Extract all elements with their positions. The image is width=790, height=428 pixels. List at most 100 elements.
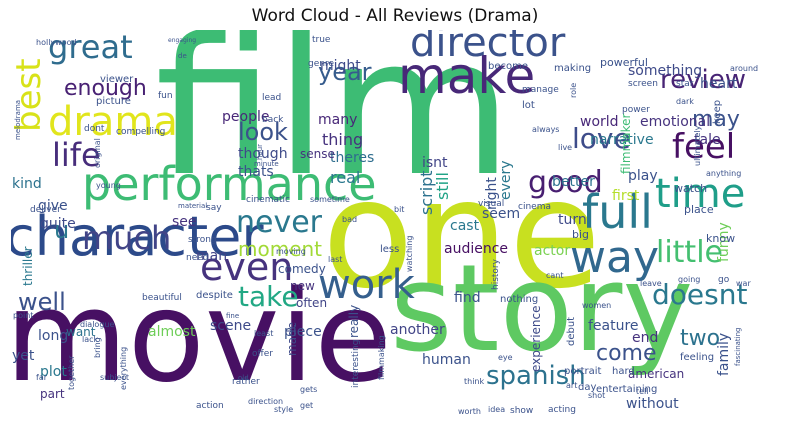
word-genre: genre	[308, 59, 334, 69]
word-going: going	[678, 275, 700, 284]
word-idea: idea	[488, 405, 505, 414]
word-doesnt: doesnt	[652, 278, 747, 311]
word-interesting: interesting	[351, 340, 361, 388]
word-way: way	[570, 232, 659, 283]
word-de: de	[178, 52, 187, 60]
word-old: old	[238, 374, 249, 382]
word-year: year	[318, 58, 372, 86]
word-moving: moving	[276, 247, 306, 256]
word-cinematic: cinematic	[246, 195, 290, 205]
word-man: man	[196, 248, 227, 264]
word-director: director	[410, 30, 566, 66]
word-play: play	[628, 168, 658, 184]
word-role: role	[569, 83, 578, 98]
word-watch: watch	[674, 182, 707, 195]
word-least: least	[254, 329, 273, 338]
word-picture: picture	[96, 96, 131, 107]
word-history: history	[491, 258, 501, 290]
word-come: come	[596, 341, 657, 366]
word-find: find	[454, 290, 481, 306]
word-tale: tale	[694, 132, 721, 148]
word-real: real	[330, 168, 360, 187]
word-day: day	[578, 382, 596, 393]
word-comedy: comedy	[278, 262, 326, 276]
word-debut: debut	[566, 317, 577, 346]
word-anything: anything	[706, 169, 741, 178]
word-good: good	[528, 165, 603, 200]
word-leave: leave	[640, 279, 662, 288]
word-emotional: emotional	[640, 114, 710, 130]
word-one: one	[322, 148, 601, 322]
word-hard: hard	[612, 366, 635, 377]
word-say: say	[206, 203, 222, 213]
word-every: every	[498, 160, 514, 200]
word-bit: bit	[394, 205, 404, 214]
word-original: original	[93, 138, 102, 168]
word-spanish: spanish	[486, 361, 586, 391]
word-worth: worth	[458, 407, 481, 416]
word-less: less	[380, 244, 399, 255]
word-melodrama: melodrama	[14, 100, 22, 140]
word-still: still	[433, 172, 452, 200]
word-audience: audience	[444, 241, 508, 257]
word-power: power	[622, 105, 650, 115]
word-watching: watching	[405, 236, 414, 272]
word-dont: dont	[84, 124, 105, 134]
word-shot: shot	[588, 391, 605, 400]
word-lot: lot	[522, 100, 535, 111]
word-experience: experience	[529, 305, 543, 372]
word-give: give	[38, 198, 68, 214]
word-yet: yet	[12, 348, 35, 364]
word-much: much	[82, 219, 171, 257]
word-see: see	[172, 214, 197, 230]
word-performance: performance	[82, 157, 377, 211]
word-look: look	[238, 118, 288, 146]
word-compelling: compelling	[116, 127, 165, 137]
word-need: need	[186, 253, 209, 263]
word-life: life	[52, 136, 101, 174]
word-without: without	[626, 396, 679, 412]
word-almost: almost	[148, 324, 196, 340]
word-direction: direction	[248, 397, 283, 406]
word-something: something	[628, 63, 702, 79]
word-another: another	[390, 322, 445, 338]
word-filmmaking: filmmaking	[377, 335, 386, 380]
word-bring: bring	[93, 337, 102, 358]
word-drama: drama	[48, 99, 178, 145]
word-enough: enough	[64, 76, 147, 101]
word-really: really	[347, 305, 361, 338]
word-thing: thing	[322, 130, 363, 149]
word-heart: heart	[700, 76, 738, 92]
word-nothing: nothing	[500, 294, 538, 305]
word-quite: quite	[40, 216, 76, 232]
word-love: love	[572, 122, 631, 155]
word-sometime: sometime	[310, 195, 350, 204]
word-despite: despite	[196, 290, 233, 301]
word-family: family	[716, 333, 732, 376]
word-star: star	[676, 79, 694, 89]
word-strong: strong	[188, 235, 217, 245]
word-last: last	[328, 255, 342, 264]
word-full: full	[582, 185, 653, 239]
word-first: first	[612, 188, 640, 204]
word-long: long	[38, 328, 68, 344]
word-ultimately: ultimately	[693, 125, 702, 166]
word-beautiful: beautiful	[142, 293, 182, 303]
word-feel: feel	[672, 127, 735, 167]
word-show: show	[510, 406, 533, 416]
word-lead: lead	[262, 93, 281, 103]
word-kind: kind	[12, 176, 42, 192]
word-even: even	[200, 245, 293, 289]
word-eye: eye	[498, 353, 513, 362]
word-live: live	[558, 143, 572, 152]
word-get: get	[300, 401, 313, 410]
word-plot: plot	[40, 364, 67, 380]
word-character: character	[11, 205, 264, 268]
word-together: together	[67, 355, 76, 390]
word-better: better	[552, 174, 595, 190]
word-often: often	[296, 296, 327, 310]
word-part: part	[40, 387, 65, 401]
word-acting: acting	[548, 405, 576, 415]
word-movie: movie	[11, 263, 392, 410]
